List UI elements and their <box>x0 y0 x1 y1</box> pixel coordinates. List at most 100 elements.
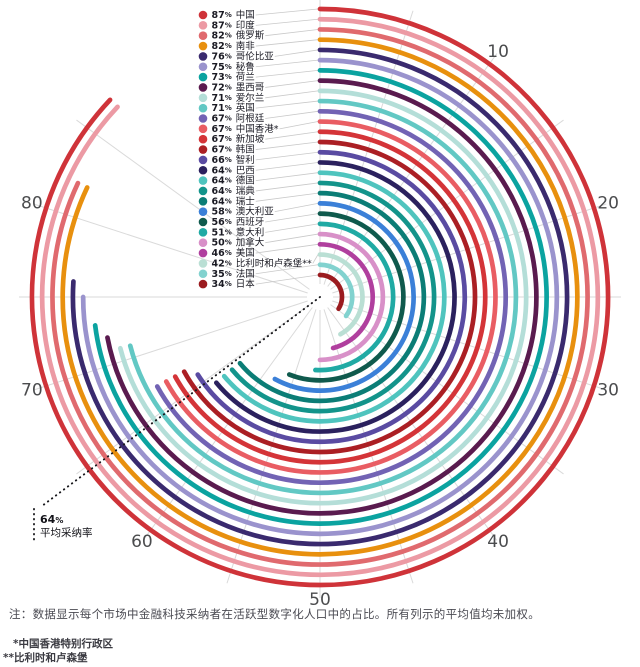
country-arc <box>317 231 386 363</box>
legend-item: 46% 美国 <box>198 243 319 259</box>
legend-color-dot <box>198 238 208 247</box>
legend-item: 87% 印度 <box>198 18 319 31</box>
legend-item: 64% 巴西 <box>198 162 319 176</box>
country-arc <box>221 170 447 424</box>
axis-tick-label: 50 <box>309 590 331 606</box>
country-arc <box>181 139 478 455</box>
axis-tick-label: 10 <box>487 42 509 62</box>
country-arc <box>313 221 396 373</box>
axis-tick-label: 60 <box>131 532 153 552</box>
legend-color-dot <box>198 83 208 92</box>
legend-label: 67% 中国香港* <box>212 122 279 134</box>
legend-label: 58% 澳大利亚 <box>212 205 275 217</box>
country-arc <box>92 68 549 526</box>
chart-note: 注：数据显示每个市场中金融科技采纳者在活跃型数字化人口中的占比。所有列示的平均值… <box>9 607 540 621</box>
legend-label: 56% 西班牙 <box>212 216 265 228</box>
legend-item: 72% 墨西哥 <box>198 80 319 93</box>
legend-leader-line <box>255 162 319 171</box>
legend-color-dot <box>198 228 208 237</box>
legend-leader-line <box>255 141 319 150</box>
legend-color-dot <box>198 124 208 134</box>
legend-leader-line <box>265 29 319 37</box>
legend-leader-line <box>274 202 319 213</box>
legend-label: 51% 意大利 <box>212 226 265 238</box>
legend-leader-line <box>255 69 319 78</box>
country-arc <box>272 201 416 393</box>
legend-item: 82% 俄罗斯 <box>198 29 319 41</box>
legend-item: 71% 爱尔兰 <box>198 90 319 103</box>
legend-label: 75% 秘鲁 <box>212 60 255 72</box>
legend-label: 34% 日本 <box>212 278 256 290</box>
legend-item: 67% 中国香港* <box>198 121 319 134</box>
legend-color-dot <box>198 103 208 113</box>
axis-tick-label: 40 <box>487 532 509 552</box>
legend-item: 35% 法国 <box>198 264 319 279</box>
axis-spoke <box>33 300 308 391</box>
legend-color-dot <box>198 10 208 20</box>
legend-color-dot <box>198 41 208 51</box>
legend-leader-line <box>265 233 319 244</box>
legend-leader-line <box>255 172 319 181</box>
country-arc <box>229 180 437 414</box>
legend-color-dot <box>198 186 208 196</box>
country-arc <box>39 16 601 578</box>
legend-label: 64% 巴西 <box>212 165 255 176</box>
country-arc <box>105 78 539 516</box>
legend-color-dot <box>198 217 208 227</box>
legend-label: 64% 德国 <box>212 174 255 186</box>
legend-color-dot <box>198 72 208 82</box>
legend-color-dot <box>198 269 208 279</box>
country-arc <box>80 57 560 537</box>
legend-label: 64% 瑞典 <box>212 184 256 196</box>
legend-item: 67% 新加坡 <box>198 131 319 145</box>
legend-label: 64% 瑞士 <box>212 195 256 207</box>
legend-item: 66% 智利 <box>198 151 319 165</box>
axis-tick-label: 20 <box>597 193 619 213</box>
average-marker-line <box>41 296 321 507</box>
footnote-hongkong: *中国香港特别行政区 <box>13 638 113 650</box>
country-arc <box>29 6 611 588</box>
legend-label: 67% 韩国 <box>212 143 255 155</box>
legend-color-dot <box>198 197 208 206</box>
country-arc <box>195 149 468 445</box>
legend-color-dot <box>198 155 208 165</box>
legend-color-dot <box>198 207 208 216</box>
legend-item: 73% 荷兰 <box>198 69 319 83</box>
legend-color-dot <box>198 145 208 154</box>
legend-label: 71% 英国 <box>212 102 255 114</box>
legend-item: 42% 比利时和卢森堡** <box>198 254 319 269</box>
axis-tick-label: 70 <box>21 381 43 401</box>
average-value-label: 64% <box>40 513 63 526</box>
country-arc <box>317 272 345 312</box>
legend-leader-line <box>255 151 319 161</box>
legend-leader-line <box>265 80 319 88</box>
country-arc <box>127 98 519 496</box>
country-arc <box>213 160 457 434</box>
legend-label: 35% 法国 <box>212 267 255 279</box>
legend-item: 64% 瑞典 <box>198 182 319 196</box>
legend-color-dot <box>198 248 208 258</box>
country-arc <box>286 211 406 383</box>
legend-label: 73% 荷兰 <box>212 71 255 83</box>
legend-item: 75% 秘鲁 <box>198 59 319 72</box>
legend-leader-line <box>255 274 319 285</box>
country-arc <box>163 119 498 475</box>
country-arc <box>237 190 427 404</box>
legend-label: 46% 美国 <box>212 247 255 259</box>
legend-leader-line <box>265 131 319 140</box>
legend-leader-line <box>255 264 319 275</box>
legend-item: 34% 日本 <box>198 274 319 290</box>
legend-item: 64% 瑞士 <box>198 192 319 207</box>
country-arc <box>317 262 355 319</box>
legend-color-dot <box>198 21 208 30</box>
legend-label: 66% 智利 <box>212 153 255 165</box>
legend-color-dot <box>198 279 208 289</box>
country-arc <box>70 47 570 547</box>
legend-leader-line <box>255 192 319 202</box>
country-arc <box>172 129 488 465</box>
axis-tick-label: 30 <box>597 381 619 401</box>
legend-label: 82% 南非 <box>212 40 256 52</box>
fintech-adoption-radial-chart: 87% 中国 87% 印度 82% 俄罗斯 82% 南非 76% 哥伦比亚 75% 秘鲁 73% 荷兰 72… <box>19 0 621 606</box>
legend-label: 50% 加拿大 <box>212 236 265 248</box>
